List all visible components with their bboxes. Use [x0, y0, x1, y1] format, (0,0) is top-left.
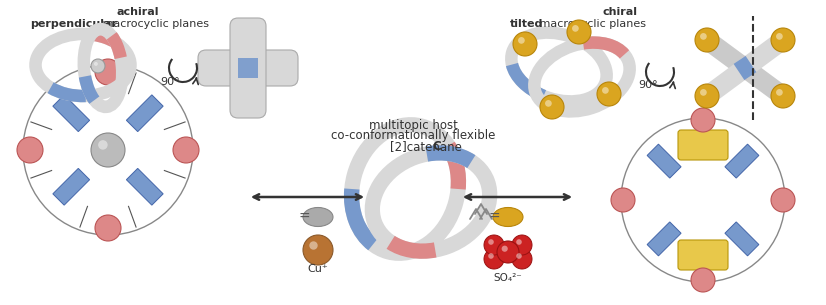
Text: C: C	[432, 141, 441, 153]
Text: 90°: 90°	[160, 77, 180, 87]
FancyBboxPatch shape	[678, 130, 728, 160]
Text: tilted: tilted	[510, 19, 544, 29]
Polygon shape	[126, 95, 164, 132]
Polygon shape	[53, 95, 89, 132]
Circle shape	[501, 246, 508, 252]
Circle shape	[700, 89, 707, 96]
Circle shape	[611, 188, 635, 212]
Text: achiral: achiral	[116, 7, 159, 17]
Bar	[238, 58, 258, 78]
Text: macrocyclic planes: macrocyclic planes	[99, 19, 209, 29]
Circle shape	[691, 108, 715, 132]
Ellipse shape	[303, 207, 333, 227]
FancyBboxPatch shape	[230, 18, 266, 118]
Circle shape	[691, 268, 715, 292]
FancyBboxPatch shape	[678, 240, 728, 270]
Text: =: =	[298, 210, 310, 224]
Circle shape	[488, 239, 494, 245]
Polygon shape	[647, 222, 681, 256]
Text: multitopic host: multitopic host	[368, 119, 458, 131]
Circle shape	[173, 137, 199, 163]
Circle shape	[771, 188, 795, 212]
Text: =: =	[488, 210, 500, 224]
Text: macrocyclic planes: macrocyclic planes	[536, 19, 646, 29]
Circle shape	[303, 235, 333, 265]
Circle shape	[518, 37, 525, 44]
Text: SO₄²⁻: SO₄²⁻	[494, 273, 522, 283]
Circle shape	[95, 59, 121, 85]
Circle shape	[309, 241, 318, 250]
Circle shape	[695, 84, 719, 108]
Polygon shape	[725, 222, 759, 256]
Circle shape	[597, 82, 621, 106]
Polygon shape	[126, 168, 164, 205]
Text: [2]catenane: [2]catenane	[390, 141, 466, 153]
Circle shape	[484, 235, 504, 255]
FancyBboxPatch shape	[198, 50, 298, 86]
Polygon shape	[725, 144, 759, 178]
Ellipse shape	[493, 207, 523, 227]
Text: chiral: chiral	[602, 7, 638, 17]
Circle shape	[488, 253, 494, 259]
Circle shape	[776, 33, 783, 40]
Text: Cu⁺: Cu⁺	[307, 264, 329, 274]
Text: perpendicular: perpendicular	[30, 19, 117, 29]
Circle shape	[98, 140, 107, 150]
Circle shape	[91, 59, 105, 73]
Circle shape	[572, 25, 579, 32]
Text: co-conformationally flexible: co-conformationally flexible	[330, 130, 496, 142]
Circle shape	[771, 28, 795, 52]
Circle shape	[497, 241, 519, 263]
Circle shape	[95, 215, 121, 241]
Circle shape	[695, 28, 719, 52]
Circle shape	[512, 249, 532, 269]
Circle shape	[512, 235, 532, 255]
Circle shape	[516, 253, 522, 259]
Circle shape	[91, 133, 125, 167]
Circle shape	[484, 249, 504, 269]
Circle shape	[540, 95, 564, 119]
Circle shape	[513, 32, 537, 56]
Polygon shape	[647, 144, 681, 178]
Circle shape	[700, 33, 707, 40]
Circle shape	[602, 87, 609, 94]
Circle shape	[545, 100, 552, 107]
Circle shape	[94, 62, 97, 66]
Polygon shape	[53, 168, 89, 205]
Text: 90°: 90°	[638, 80, 657, 90]
Bar	[238, 58, 258, 78]
Circle shape	[771, 84, 795, 108]
Circle shape	[17, 137, 43, 163]
Circle shape	[516, 239, 522, 245]
Circle shape	[776, 89, 783, 96]
Circle shape	[567, 20, 591, 44]
